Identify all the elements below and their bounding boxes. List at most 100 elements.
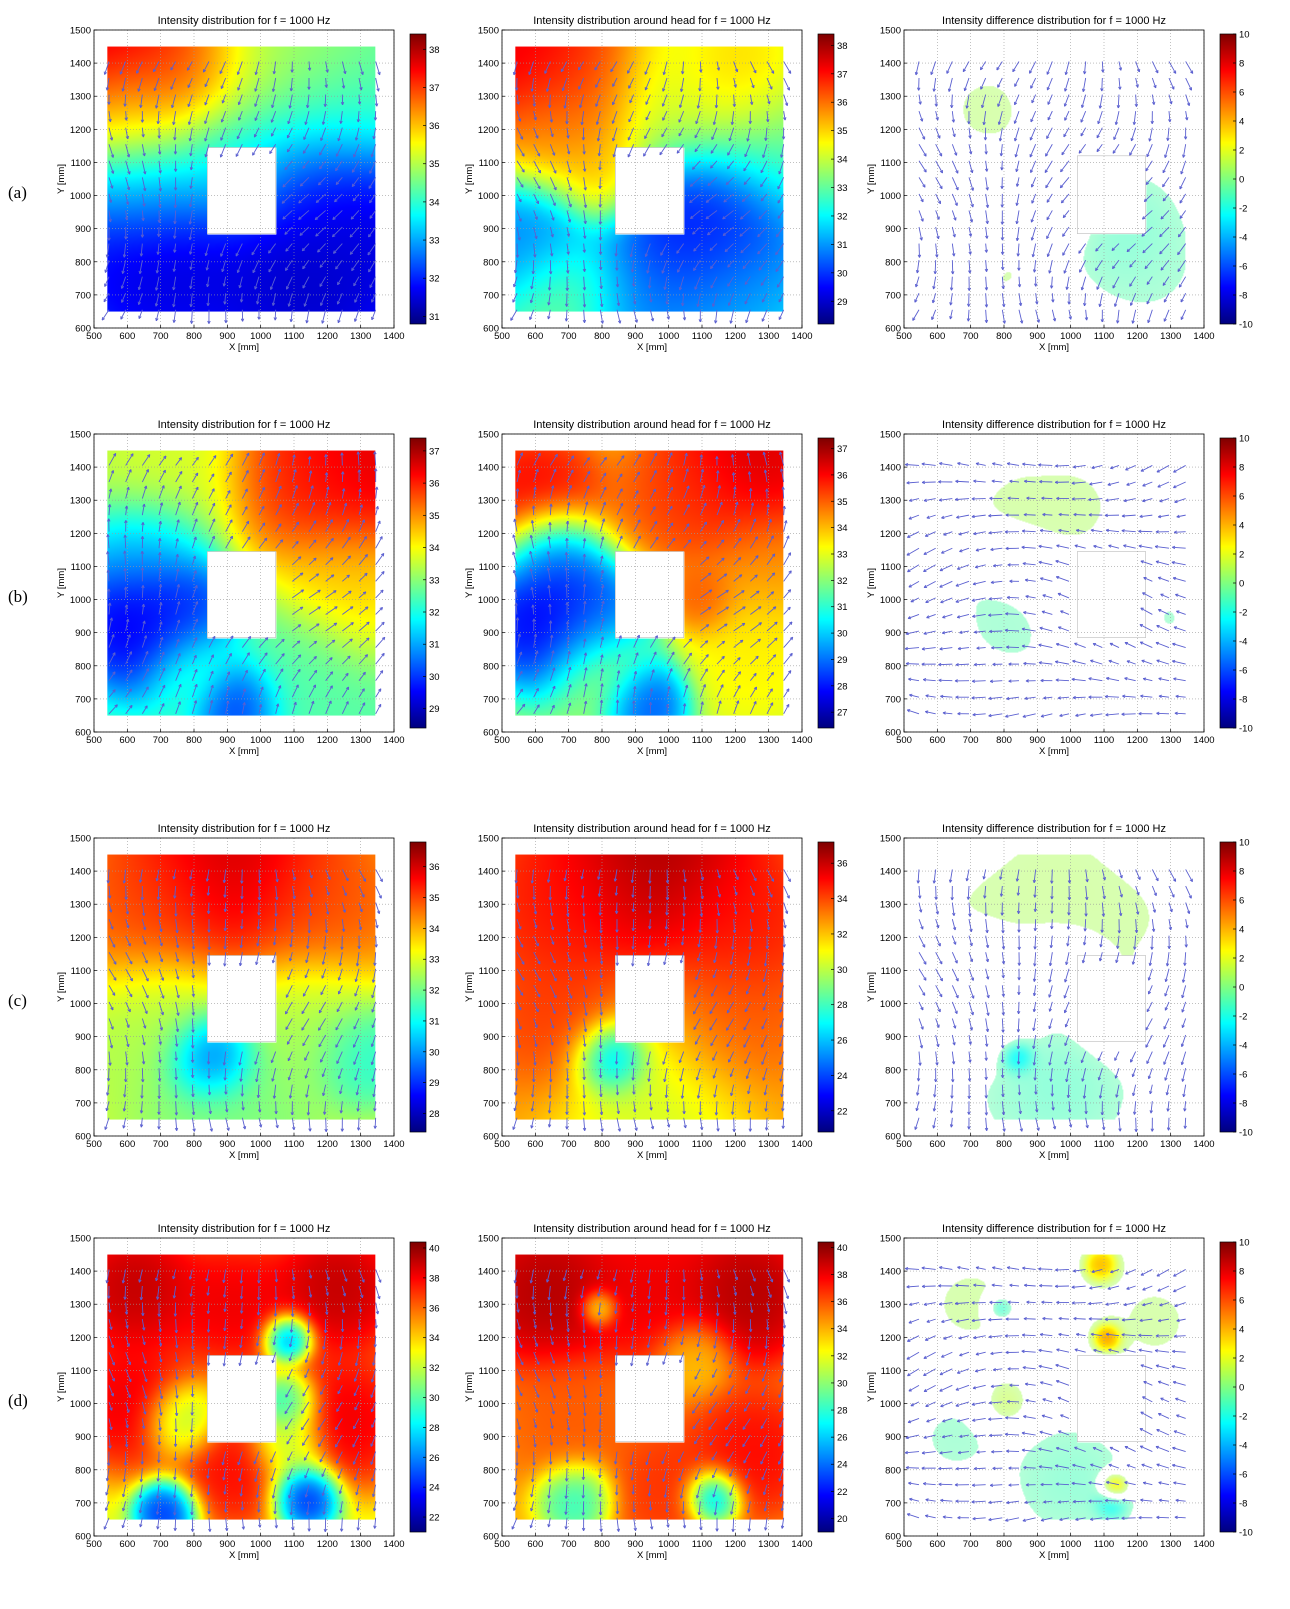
colorbar	[818, 1242, 834, 1532]
colorbar-tick-label: 26	[837, 1036, 848, 1047]
x-tick-label: 1200	[1127, 331, 1148, 342]
x-tick-label: 900	[627, 331, 643, 342]
colorbar-tick-label: 34	[837, 155, 848, 166]
y-tick-label: 1000	[880, 999, 901, 1010]
y-tick-label: 1000	[70, 595, 91, 606]
colorbar-tick-label: 33	[429, 236, 440, 247]
axes-frame	[501, 29, 803, 329]
y-tick-label: 900	[75, 224, 91, 235]
colorbar-tick-label: 24	[837, 1460, 848, 1471]
y-tick-label: 1200	[880, 933, 901, 944]
y-tick-label: 1000	[70, 191, 91, 202]
x-tick-label: 1100	[284, 1539, 304, 1550]
colorbar-tick-label: 31	[429, 1016, 440, 1027]
head-mask-region	[1077, 955, 1146, 1042]
colorbar-tick-label: 32	[429, 986, 440, 997]
y-tick-label: 1000	[478, 999, 499, 1010]
x-tick-label: 900	[219, 331, 235, 342]
y-tick-label: 900	[483, 1032, 499, 1043]
x-tick-label: 1100	[692, 1139, 712, 1150]
x-tick-label: 1100	[692, 331, 712, 342]
chart-title: Intensity distribution for f = 1000 Hz	[158, 419, 331, 431]
x-tick-label: 1200	[317, 1539, 338, 1550]
colorbar-tick-label: 36	[837, 859, 848, 870]
chart-title: Intensity difference distribution for f …	[942, 15, 1166, 27]
x-tick-label: 800	[186, 1539, 202, 1550]
y-tick-label: 1100	[479, 966, 499, 977]
colorbar-tick-label: 8	[1239, 59, 1244, 70]
x-tick-label: 1100	[284, 1139, 304, 1150]
y-tick-label: 1100	[881, 966, 901, 977]
colorbar-tick-label: 22	[837, 1106, 848, 1117]
colorbar-tick-label: 36	[837, 1297, 848, 1308]
y-tick-label: 700	[483, 694, 499, 705]
intensity-vectors	[103, 1269, 382, 1532]
x-tick-label: 1300	[758, 1139, 779, 1150]
x-tick-label: 900	[219, 1539, 235, 1550]
y-tick-label: 900	[483, 628, 499, 639]
x-tick-label: 600	[527, 735, 543, 746]
axes-frame	[93, 433, 395, 733]
y-tick-label: 1500	[478, 430, 499, 441]
y-tick-label: 900	[75, 1432, 91, 1443]
x-tick-label: 600	[119, 735, 135, 746]
x-tick-label: 1300	[1160, 1139, 1181, 1150]
x-tick-label: 1100	[1094, 1139, 1114, 1150]
x-tick-label: 800	[186, 735, 202, 746]
x-tick-label: 1200	[317, 1139, 338, 1150]
y-tick-label: 700	[483, 1098, 499, 1109]
colorbar-tick-label: 28	[429, 1423, 440, 1434]
y-tick-label: 700	[75, 694, 91, 705]
x-tick-label: 1200	[317, 735, 338, 746]
y-tick-label: 900	[483, 224, 499, 235]
colorbar-tick-label: 35	[429, 511, 440, 522]
colorbar-tick-label: 40	[837, 1243, 848, 1254]
x-tick-label: 900	[627, 735, 643, 746]
x-tick-label: 500	[86, 735, 102, 746]
y-tick-label: 800	[75, 1065, 91, 1076]
x-tick-label: 700	[561, 1539, 577, 1550]
colorbar-tick-label: 36	[837, 98, 848, 109]
colorbar-tick-label: 29	[837, 655, 848, 666]
colorbar	[1220, 438, 1236, 728]
x-tick-label: 1000	[658, 735, 679, 746]
y-tick-label: 700	[885, 290, 901, 301]
x-tick-label: 900	[627, 1539, 643, 1550]
intensity-vectors	[101, 61, 381, 324]
x-tick-label: 1100	[692, 735, 712, 746]
y-tick-label: 1100	[881, 158, 901, 169]
y-tick-label: 600	[483, 1132, 499, 1143]
x-tick-label: 1300	[1160, 735, 1181, 746]
y-tick-label: 1200	[70, 529, 91, 540]
colorbar-tick-label: 34	[837, 894, 848, 905]
colorbar-tick-label: 8	[1239, 463, 1244, 474]
y-tick-label: 1100	[71, 158, 91, 169]
x-axis-label: X [mm]	[637, 1150, 667, 1161]
colorbar-tick-label: 30	[837, 629, 848, 640]
colorbar-tick-label: 32	[429, 274, 440, 285]
y-tick-label: 700	[75, 290, 91, 301]
colorbar-tick-label: 28	[837, 681, 848, 692]
colorbar-tick-label: 30	[429, 1047, 440, 1058]
colorbar-tick-label: -2	[1239, 1012, 1247, 1023]
y-tick-label: 1100	[71, 1366, 91, 1377]
colorbar	[1220, 34, 1236, 324]
chart-panel-b2: Intensity distribution around head for f…	[464, 419, 848, 757]
y-tick-label: 700	[885, 1498, 901, 1509]
y-tick-label: 1100	[479, 1366, 499, 1377]
x-tick-label: 600	[119, 331, 135, 342]
colorbar-tick-label: 28	[429, 1109, 440, 1120]
colorbar-tick-label: 30	[429, 672, 440, 683]
y-tick-label: 1000	[478, 595, 499, 606]
y-tick-label: 1000	[478, 191, 499, 202]
colorbar-tick-label: 24	[837, 1071, 848, 1082]
y-tick-label: 1500	[70, 1234, 91, 1245]
colorbar-tick-label: 10	[1239, 434, 1250, 445]
y-tick-label: 1300	[70, 900, 91, 911]
colorbar-tick-label: 6	[1239, 896, 1244, 907]
colorbar-tick-label: 30	[837, 268, 848, 279]
y-axis-label: Y [mm]	[56, 568, 67, 598]
head-mask-region	[1077, 155, 1146, 234]
x-tick-label: 1400	[383, 331, 404, 342]
colorbar-tick-label: 2	[1239, 550, 1244, 561]
